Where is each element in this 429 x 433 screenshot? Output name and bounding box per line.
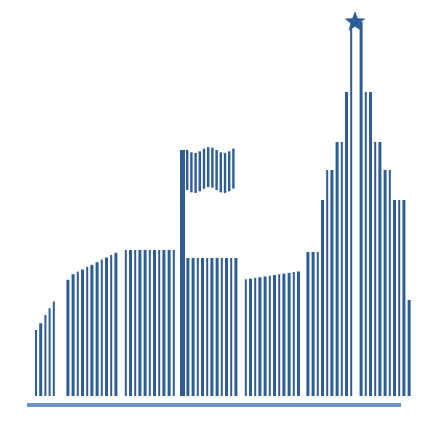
bar: [81, 269, 84, 396]
bar: [129, 250, 132, 396]
bar: [215, 258, 219, 396]
bar: [393, 200, 396, 396]
bar: [388, 170, 391, 396]
bar: [306, 252, 310, 396]
bar: [66, 279, 70, 396]
flag-stripe: [207, 147, 210, 188]
bar: [359, 22, 363, 396]
bar: [292, 272, 295, 396]
bar: [234, 258, 238, 396]
bar: [90, 264, 94, 396]
flag-stripe: [202, 148, 206, 189]
barcode-bars: [35, 22, 411, 396]
bar: [191, 258, 195, 396]
flag-stripe: [215, 150, 218, 191]
bar: [114, 252, 118, 396]
bar: [158, 250, 161, 396]
flag-stripe: [190, 152, 193, 193]
bar: [105, 257, 108, 396]
bar: [273, 275, 276, 396]
bar: [335, 142, 339, 396]
bar: [186, 258, 190, 396]
flag-stripe: [211, 147, 214, 188]
bar: [407, 300, 411, 396]
bar: [138, 250, 142, 396]
bar: [254, 277, 257, 396]
star-icon: [344, 11, 366, 31]
bar: [143, 250, 147, 396]
flag-icon: [180, 147, 235, 396]
bar: [278, 274, 281, 396]
bar: [282, 273, 286, 396]
bar: [311, 252, 315, 396]
flag-stripe: [198, 151, 201, 192]
bar: [206, 258, 209, 396]
bar: [321, 200, 324, 396]
bar: [86, 266, 89, 396]
bar: [378, 142, 382, 396]
bar: [134, 250, 137, 396]
bar: [44, 314, 47, 396]
bar: [124, 250, 127, 396]
bar: [48, 308, 51, 396]
flag-stripe: [232, 148, 235, 189]
bar: [374, 142, 377, 396]
bar: [297, 271, 300, 396]
baseline-rule: [27, 403, 401, 407]
bar: [402, 200, 406, 396]
bar: [76, 271, 79, 396]
bar: [220, 258, 223, 396]
flag-stripe: [186, 150, 189, 190]
bar: [316, 252, 319, 396]
bar: [398, 200, 401, 396]
bar: [287, 272, 291, 396]
flag-stripe: [228, 151, 231, 192]
bar: [268, 275, 271, 396]
bar: [35, 330, 37, 396]
bar: [52, 301, 55, 396]
bar: [39, 323, 43, 396]
bar: [148, 250, 151, 396]
bar: [172, 250, 175, 396]
flag-stripe: [223, 152, 227, 193]
bar: [110, 254, 113, 396]
flag-stripe: [194, 152, 197, 193]
bar: [369, 92, 372, 396]
bar: [225, 258, 228, 396]
bar: [210, 258, 214, 396]
bar: [258, 277, 262, 396]
bar: [95, 262, 99, 396]
bar: [201, 258, 204, 396]
bar: [244, 279, 247, 396]
bar: [153, 250, 156, 396]
flag-stripe: [219, 152, 222, 193]
bar: [162, 250, 166, 396]
bar: [350, 22, 353, 396]
bar: [196, 258, 199, 396]
bar: [263, 276, 267, 396]
bar: [100, 259, 103, 396]
bar: [249, 278, 252, 396]
flag-pole: [180, 150, 185, 396]
bar: [71, 274, 75, 396]
bar: [326, 170, 329, 396]
bar: [364, 92, 367, 396]
bar: [345, 92, 348, 396]
bar: [230, 258, 233, 396]
bar: [167, 250, 171, 396]
bar: [383, 170, 387, 396]
bar: [330, 170, 334, 396]
bar: [340, 142, 343, 396]
